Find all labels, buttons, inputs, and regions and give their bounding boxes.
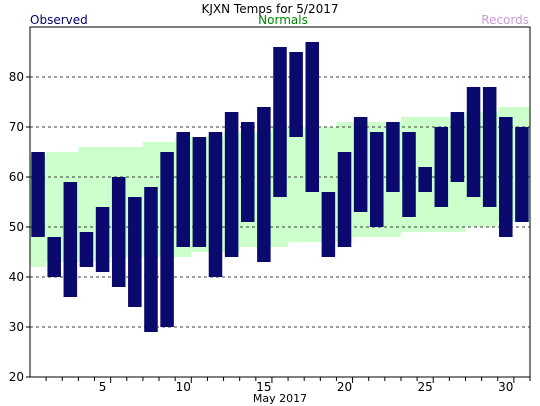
plot-frame — [29, 26, 531, 378]
observed-bar-day-5 — [95, 207, 110, 272]
observed-bar-day-26 — [434, 127, 449, 207]
y-tick-label-50: 50 — [9, 220, 24, 234]
observed-bar-day-10 — [176, 132, 190, 247]
y-tick-label-20: 20 — [9, 370, 24, 384]
x-axis-label: May 2017 — [253, 392, 307, 405]
observed-bar-day-7 — [128, 197, 142, 307]
observed-bar-day-22 — [370, 132, 384, 227]
observed-bar-day-4 — [79, 232, 94, 267]
observed-bar-day-27 — [450, 112, 465, 182]
observed-bar-day-11 — [192, 137, 207, 247]
legend-observed: Observed — [30, 13, 88, 27]
x-tick-label-10: 10 — [176, 380, 191, 394]
y-tick-label-40: 40 — [9, 270, 24, 284]
x-tick-label-25: 25 — [418, 380, 433, 394]
legend-records: Records — [481, 13, 529, 27]
observed-bar-day-12 — [208, 132, 223, 277]
chart-title: KJXN Temps for 5/2017 — [202, 2, 339, 16]
observed-bar-day-24 — [402, 132, 416, 217]
observed-bar-day-14 — [240, 122, 255, 222]
observed-bar-day-16 — [273, 47, 287, 197]
y-tick-label-60: 60 — [9, 170, 24, 184]
observed-bar-day-25 — [418, 167, 432, 192]
observed-bar-day-1 — [31, 152, 45, 237]
x-tick-label-30: 30 — [498, 380, 513, 394]
observed-bar-day-2 — [47, 237, 61, 277]
legend-normals: Normals — [258, 13, 308, 27]
observed-bar-day-9 — [160, 152, 174, 327]
y-tick-label-30: 30 — [9, 320, 24, 334]
observed-bar-day-13 — [224, 112, 239, 257]
y-tick-label-80: 80 — [9, 70, 24, 84]
observed-bar-day-29 — [482, 87, 497, 207]
observed-bar-day-23 — [386, 122, 400, 192]
y-tick-label-70: 70 — [9, 120, 24, 134]
observed-bar-day-8 — [144, 187, 158, 332]
observed-bar-day-17 — [289, 52, 303, 137]
observed-bar-day-28 — [466, 87, 481, 197]
observed-bar-day-30 — [499, 117, 513, 237]
plot-area — [30, 42, 530, 332]
observed-bar-day-21 — [353, 117, 368, 212]
x-tick-label-5: 5 — [99, 380, 107, 394]
observed-bar-day-15 — [257, 107, 271, 262]
x-tick-label-15: 15 — [256, 380, 271, 394]
observed-bar-day-3 — [63, 182, 78, 297]
observed-bar-day-18 — [305, 42, 320, 192]
observed-bar-day-6 — [111, 177, 126, 287]
observed-bar-day-19 — [321, 192, 336, 257]
x-tick-label-20: 20 — [337, 380, 352, 394]
observed-bar-day-20 — [337, 152, 352, 247]
observed-bar-day-31 — [515, 127, 529, 222]
